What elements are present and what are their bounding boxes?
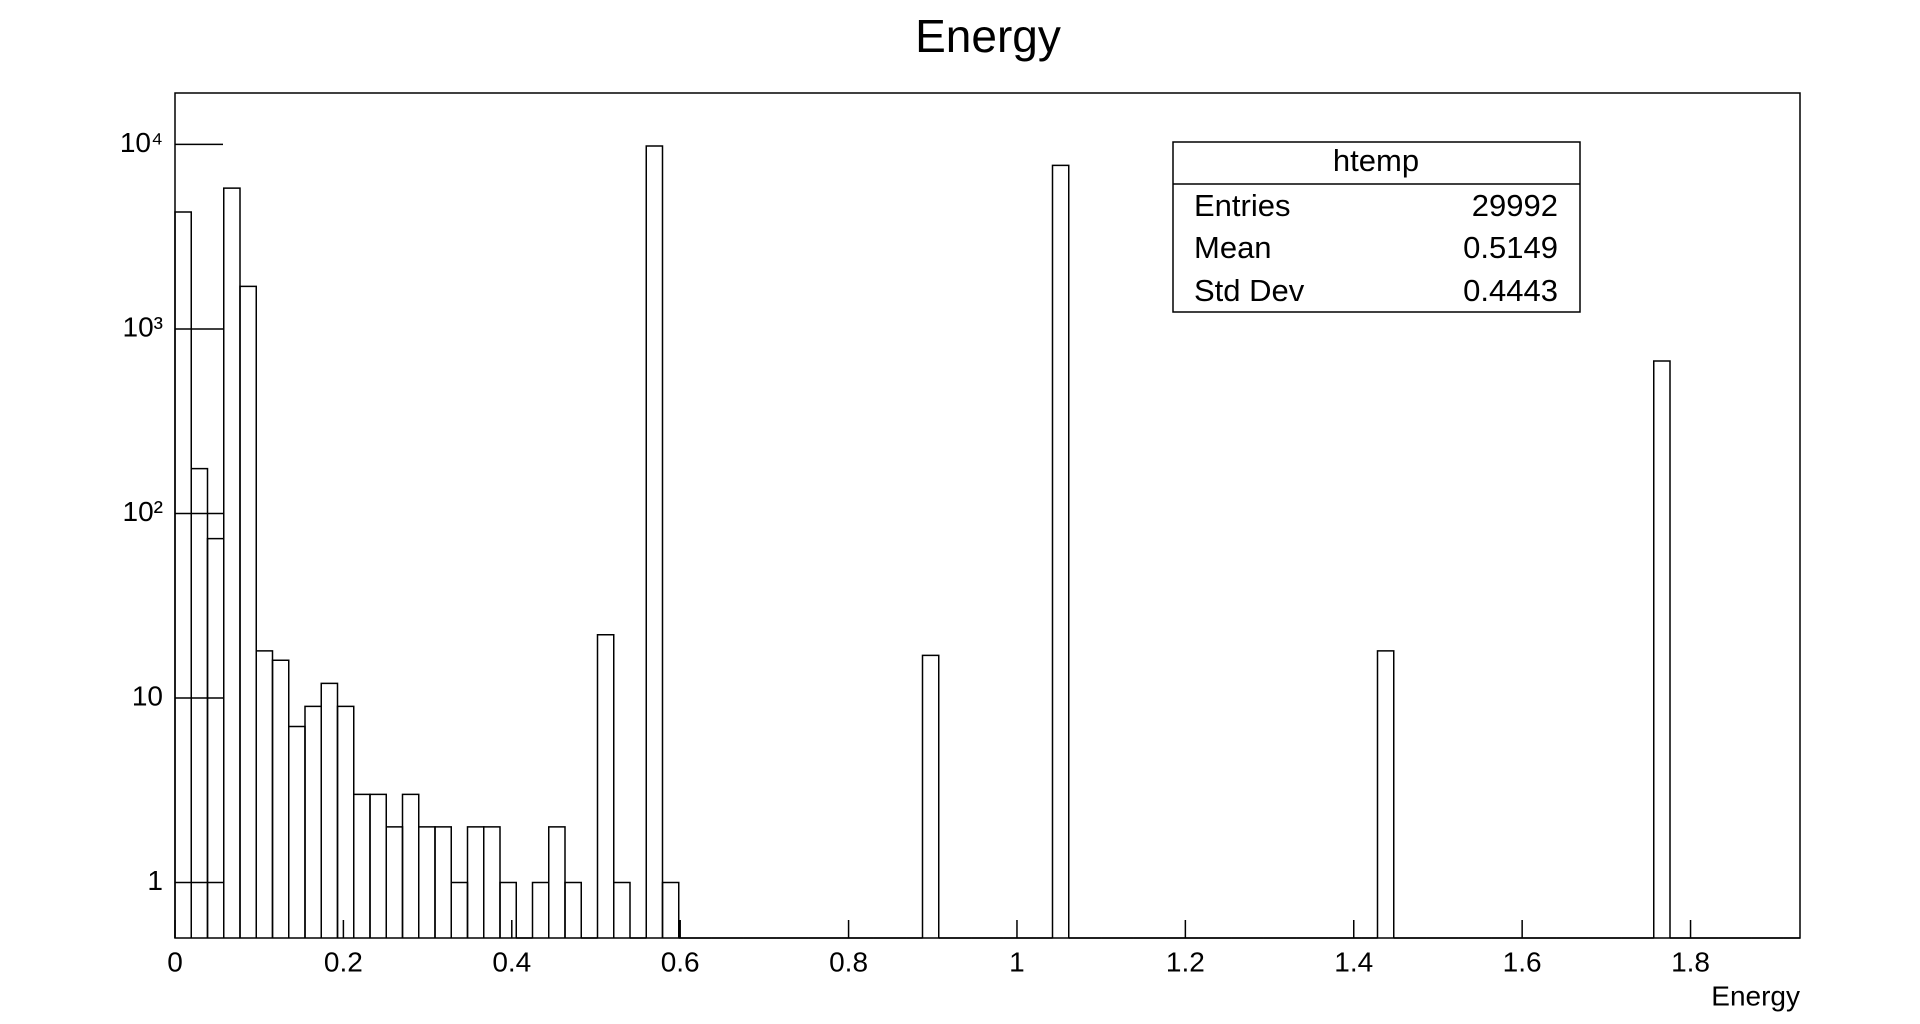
stats-box: htemp Entries 29992 Mean 0.5149 Std Dev …: [1172, 141, 1581, 313]
y-tick-label: 1: [147, 865, 163, 896]
bar: [483, 826, 501, 938]
bar: [613, 881, 631, 938]
bar: [385, 826, 404, 938]
stats-value: 0.5149: [1463, 230, 1558, 265]
bar: [190, 467, 209, 938]
bar: [174, 211, 192, 938]
bar: [921, 654, 940, 938]
y-tick-label: 10²: [123, 496, 163, 527]
x-tick-label: 1.4: [1334, 946, 1373, 977]
bar: [548, 826, 566, 938]
y-tick-label: 10³: [123, 311, 163, 342]
y-tick-label: 10: [132, 680, 163, 711]
bar: [401, 793, 420, 938]
x-tick-label: 1.6: [1503, 946, 1542, 977]
y-tick-label: 10⁴: [120, 127, 163, 158]
chart-title: Energy: [915, 10, 1061, 62]
bar: [320, 682, 339, 938]
bar: [304, 705, 322, 938]
bar: [1051, 164, 1070, 938]
x-tick-label: 0.2: [324, 946, 363, 977]
x-tick-label: 1.8: [1671, 946, 1710, 977]
bar: [596, 634, 615, 938]
bar: [271, 659, 290, 938]
bar: [531, 881, 550, 938]
bar: [255, 650, 274, 938]
bar: [336, 705, 355, 938]
bar: [418, 826, 436, 938]
stats-label: Mean: [1194, 230, 1272, 265]
bar: [645, 145, 664, 938]
bar: [206, 537, 225, 938]
bar: [1653, 360, 1671, 938]
x-tick-label: 0.8: [829, 946, 868, 977]
bar: [353, 793, 371, 938]
stats-title: htemp: [1333, 143, 1419, 178]
x-axis-label: Energy: [1711, 980, 1800, 1011]
bar: [499, 881, 517, 938]
x-tick-label: 1.2: [1166, 946, 1205, 977]
x-tick-label: 0.4: [492, 946, 531, 977]
x-tick-label: 0.6: [661, 946, 700, 977]
bar: [288, 725, 306, 938]
stats-value: 29992: [1472, 188, 1558, 223]
bar: [466, 826, 485, 938]
stats-frame: [1172, 141, 1581, 313]
bar: [564, 881, 582, 938]
bar: [223, 187, 241, 938]
bar: [661, 881, 680, 938]
bar: [369, 793, 387, 938]
stats-value: 0.4443: [1463, 273, 1558, 308]
x-tick-label: 1: [1009, 946, 1025, 977]
bar: [434, 826, 452, 938]
bar: [239, 285, 257, 938]
x-tick-label: 0: [167, 946, 183, 977]
stats-label: Std Dev: [1194, 273, 1305, 308]
bar: [450, 881, 469, 938]
bar: [1376, 650, 1395, 938]
stats-label: Entries: [1194, 188, 1290, 223]
